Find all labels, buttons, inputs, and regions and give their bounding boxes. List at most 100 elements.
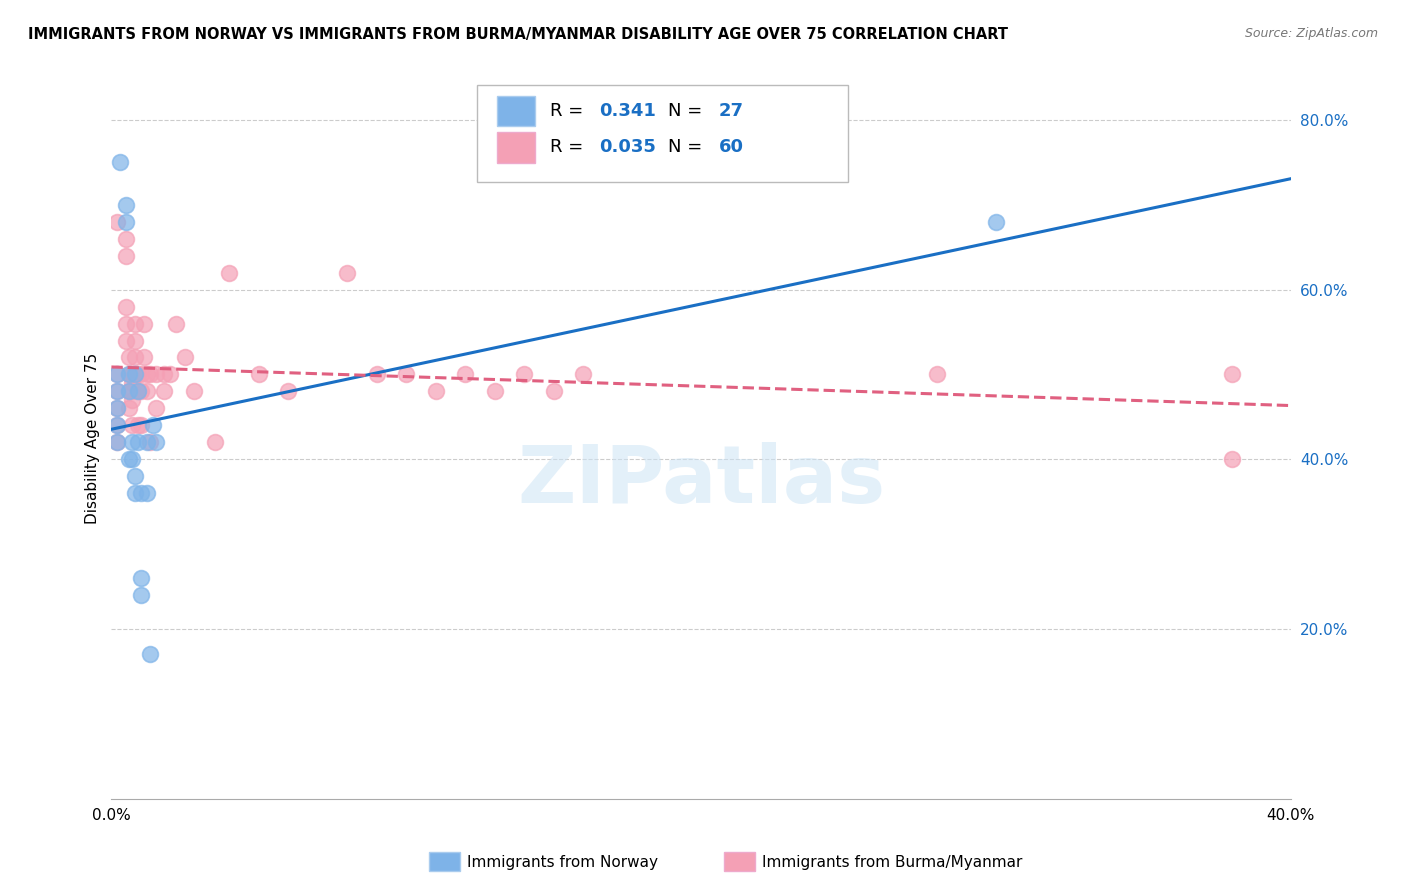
Point: [124, 334, 146, 348]
Point: [105, 384, 128, 399]
Point: [277, 384, 299, 399]
Point: [153, 368, 176, 382]
Point: [118, 368, 141, 382]
Point: [1220, 368, 1243, 382]
FancyBboxPatch shape: [477, 85, 848, 182]
Point: [183, 384, 205, 399]
Point: [395, 368, 418, 382]
Point: [129, 384, 152, 399]
Point: [135, 435, 157, 450]
Point: [127, 435, 149, 450]
Point: [425, 384, 447, 399]
Text: R =: R =: [550, 138, 589, 156]
Point: [138, 368, 160, 382]
Point: [118, 452, 141, 467]
Text: Source: ZipAtlas.com: Source: ZipAtlas.com: [1244, 27, 1378, 40]
Point: [124, 486, 146, 500]
Point: [115, 249, 138, 263]
Text: Immigrants from Norway: Immigrants from Norway: [467, 855, 658, 870]
Point: [118, 351, 141, 365]
Point: [121, 392, 143, 407]
Text: IMMIGRANTS FROM NORWAY VS IMMIGRANTS FROM BURMA/MYANMAR DISABILITY AGE OVER 75 C: IMMIGRANTS FROM NORWAY VS IMMIGRANTS FRO…: [28, 27, 1008, 42]
Point: [129, 368, 152, 382]
Point: [118, 368, 141, 382]
Point: [105, 435, 128, 450]
Point: [105, 368, 128, 382]
Text: N =: N =: [668, 138, 709, 156]
Point: [115, 232, 138, 246]
Point: [129, 418, 152, 433]
Point: [121, 368, 143, 382]
Point: [218, 266, 240, 280]
Point: [132, 317, 155, 331]
Point: [118, 401, 141, 416]
Point: [115, 198, 138, 212]
Point: [153, 384, 176, 399]
Point: [124, 368, 146, 382]
Point: [204, 435, 226, 450]
Point: [145, 401, 167, 416]
Text: R =: R =: [550, 103, 589, 120]
Point: [118, 384, 141, 399]
Text: 0.341: 0.341: [599, 103, 657, 120]
Point: [129, 571, 152, 585]
Point: [121, 435, 143, 450]
Point: [127, 418, 149, 433]
Point: [145, 435, 167, 450]
Point: [124, 368, 146, 382]
FancyBboxPatch shape: [496, 96, 534, 127]
Text: Immigrants from Burma/Myanmar: Immigrants from Burma/Myanmar: [762, 855, 1022, 870]
Point: [105, 435, 128, 450]
Text: 0.035: 0.035: [599, 138, 657, 156]
Point: [135, 384, 157, 399]
Point: [572, 368, 595, 382]
Point: [115, 317, 138, 331]
Point: [121, 418, 143, 433]
Point: [127, 384, 149, 399]
Point: [145, 368, 167, 382]
Point: [984, 215, 1007, 229]
Point: [513, 368, 536, 382]
Text: 27: 27: [718, 103, 744, 120]
FancyBboxPatch shape: [496, 132, 534, 162]
Point: [159, 368, 181, 382]
Point: [105, 368, 128, 382]
Point: [135, 368, 157, 382]
Point: [454, 368, 477, 382]
Point: [105, 418, 128, 433]
Point: [121, 384, 143, 399]
Point: [124, 317, 146, 331]
Point: [129, 486, 152, 500]
Point: [138, 435, 160, 450]
Point: [127, 384, 149, 399]
Point: [336, 266, 359, 280]
Point: [115, 215, 138, 229]
Point: [135, 486, 157, 500]
Point: [115, 334, 138, 348]
Point: [105, 384, 128, 399]
Point: [105, 401, 128, 416]
Point: [121, 376, 143, 390]
Point: [138, 648, 160, 662]
Point: [165, 317, 187, 331]
Point: [132, 351, 155, 365]
Point: [127, 368, 149, 382]
Y-axis label: Disability Age Over 75: Disability Age Over 75: [86, 352, 100, 524]
Point: [366, 368, 388, 382]
Point: [121, 452, 143, 467]
Point: [105, 418, 128, 433]
Point: [142, 418, 165, 433]
Point: [105, 401, 128, 416]
Point: [118, 384, 141, 399]
Point: [124, 469, 146, 483]
Point: [543, 384, 565, 399]
Point: [129, 588, 152, 602]
Point: [110, 155, 132, 169]
Point: [174, 351, 197, 365]
Point: [247, 368, 270, 382]
Point: [124, 351, 146, 365]
Point: [105, 215, 128, 229]
Text: ZIPatlas: ZIPatlas: [517, 442, 886, 520]
Point: [925, 368, 948, 382]
Point: [1220, 452, 1243, 467]
